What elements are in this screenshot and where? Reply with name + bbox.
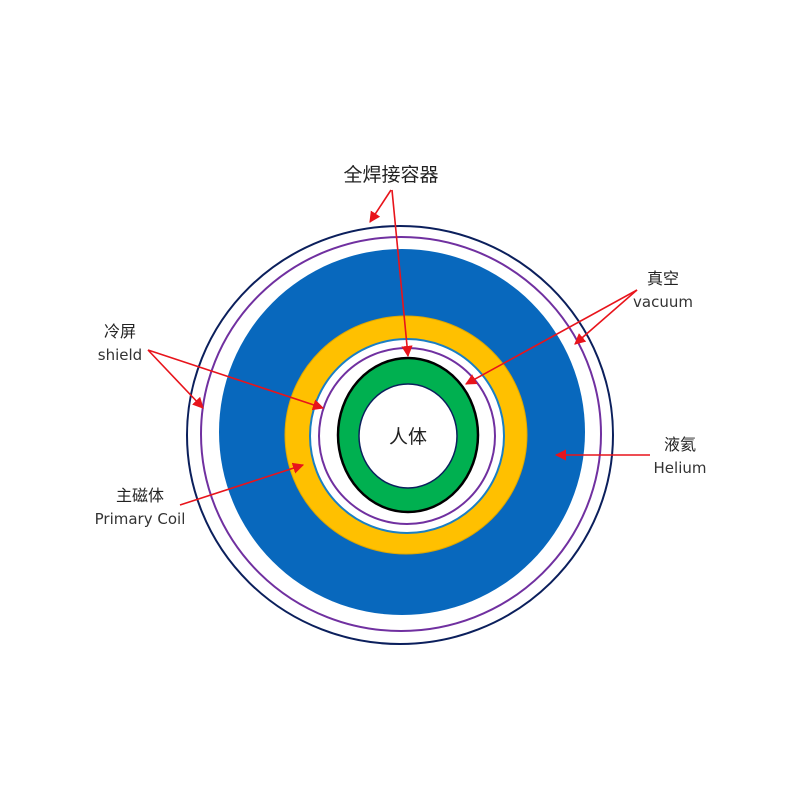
arrow-vessel-outer xyxy=(369,189,392,223)
body-label: 人体 xyxy=(389,426,427,448)
arrow-vessel-inner xyxy=(391,189,413,358)
arrow-vacuum-inner xyxy=(465,289,638,385)
arrow-shield-inner xyxy=(147,349,325,411)
shield-label-en: shield xyxy=(98,346,142,364)
helium-label-en: Helium xyxy=(654,459,707,477)
vessel-label: 全焊接容器 xyxy=(343,164,438,186)
annotation-arrows xyxy=(147,189,650,506)
outer-shield-ring xyxy=(200,236,602,632)
arrow-vacuum-outer xyxy=(574,289,638,345)
patient-bore xyxy=(358,383,458,489)
vacuum-label-zh: 真空 xyxy=(647,269,679,288)
helium-label-zh: 液氦 xyxy=(664,435,696,454)
arrow-shield-outer xyxy=(147,349,204,409)
arrow-primary-coil xyxy=(179,462,305,506)
shield-label-zh: 冷屏 xyxy=(104,322,136,341)
coil-label-zh: 主磁体 xyxy=(116,486,164,505)
coil-label-en: Primary Coil xyxy=(95,510,186,528)
vacuum-label-en: vacuum xyxy=(633,293,693,311)
